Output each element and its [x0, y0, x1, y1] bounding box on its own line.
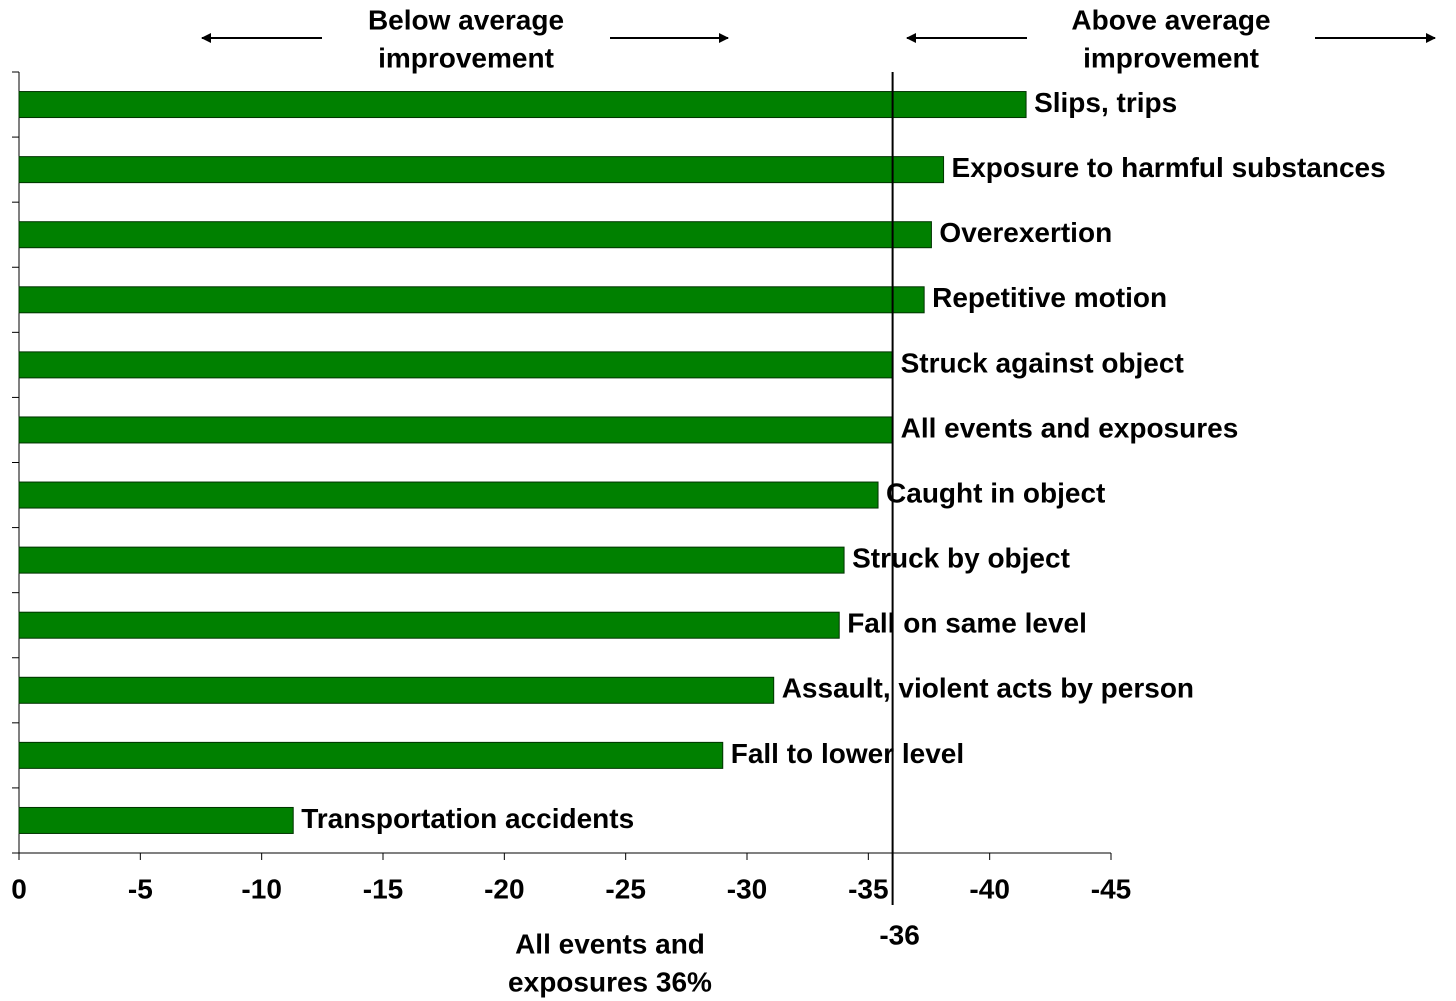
- bar-label: Exposure to harmful substances: [952, 152, 1386, 183]
- x-tick-label: -30: [727, 873, 767, 904]
- x-tick-label: -10: [241, 873, 281, 904]
- bar-label: Caught in object: [886, 477, 1105, 508]
- x-tick-label: 0: [11, 873, 27, 904]
- bar: [18, 481, 879, 509]
- bar: [18, 91, 1027, 119]
- annotation: improvement: [378, 42, 554, 73]
- bar-label: Fall on same level: [847, 608, 1087, 639]
- bar: [18, 546, 845, 574]
- bar: [18, 741, 724, 769]
- footnote: All events and: [515, 928, 705, 959]
- x-tick-label: -15: [363, 873, 403, 904]
- annotation: improvement: [1083, 42, 1259, 73]
- x-tick-label: -25: [605, 873, 645, 904]
- bar: [18, 676, 775, 704]
- bar-label: Struck by object: [852, 543, 1070, 574]
- reference-label: -36: [879, 919, 919, 950]
- bar: [18, 286, 925, 314]
- x-tick-label: -20: [484, 873, 524, 904]
- bar: [18, 156, 945, 184]
- bar-label: Slips, trips: [1034, 87, 1177, 118]
- bar: [18, 611, 840, 639]
- bar-label: Transportation accidents: [301, 803, 634, 834]
- bar: [18, 351, 894, 379]
- x-tick-label: -5: [128, 873, 153, 904]
- x-tick-label: -45: [1091, 873, 1131, 904]
- x-tick-label: -40: [969, 873, 1009, 904]
- footnote: exposures 36%: [508, 966, 712, 997]
- bar-label: Struck against object: [901, 347, 1184, 378]
- bar-label: Fall to lower level: [731, 738, 964, 769]
- bar: [18, 416, 894, 444]
- annotation: Above average: [1071, 4, 1270, 35]
- bar: [18, 806, 294, 834]
- bar-label: All events and exposures: [901, 412, 1239, 443]
- bar-label: Assault, violent acts by person: [782, 673, 1194, 704]
- annotation: Below average: [368, 4, 564, 35]
- bar: [18, 221, 932, 249]
- x-tick-label: -35: [848, 873, 888, 904]
- bar-label: Repetitive motion: [932, 282, 1167, 313]
- bar-label: Overexertion: [939, 217, 1112, 248]
